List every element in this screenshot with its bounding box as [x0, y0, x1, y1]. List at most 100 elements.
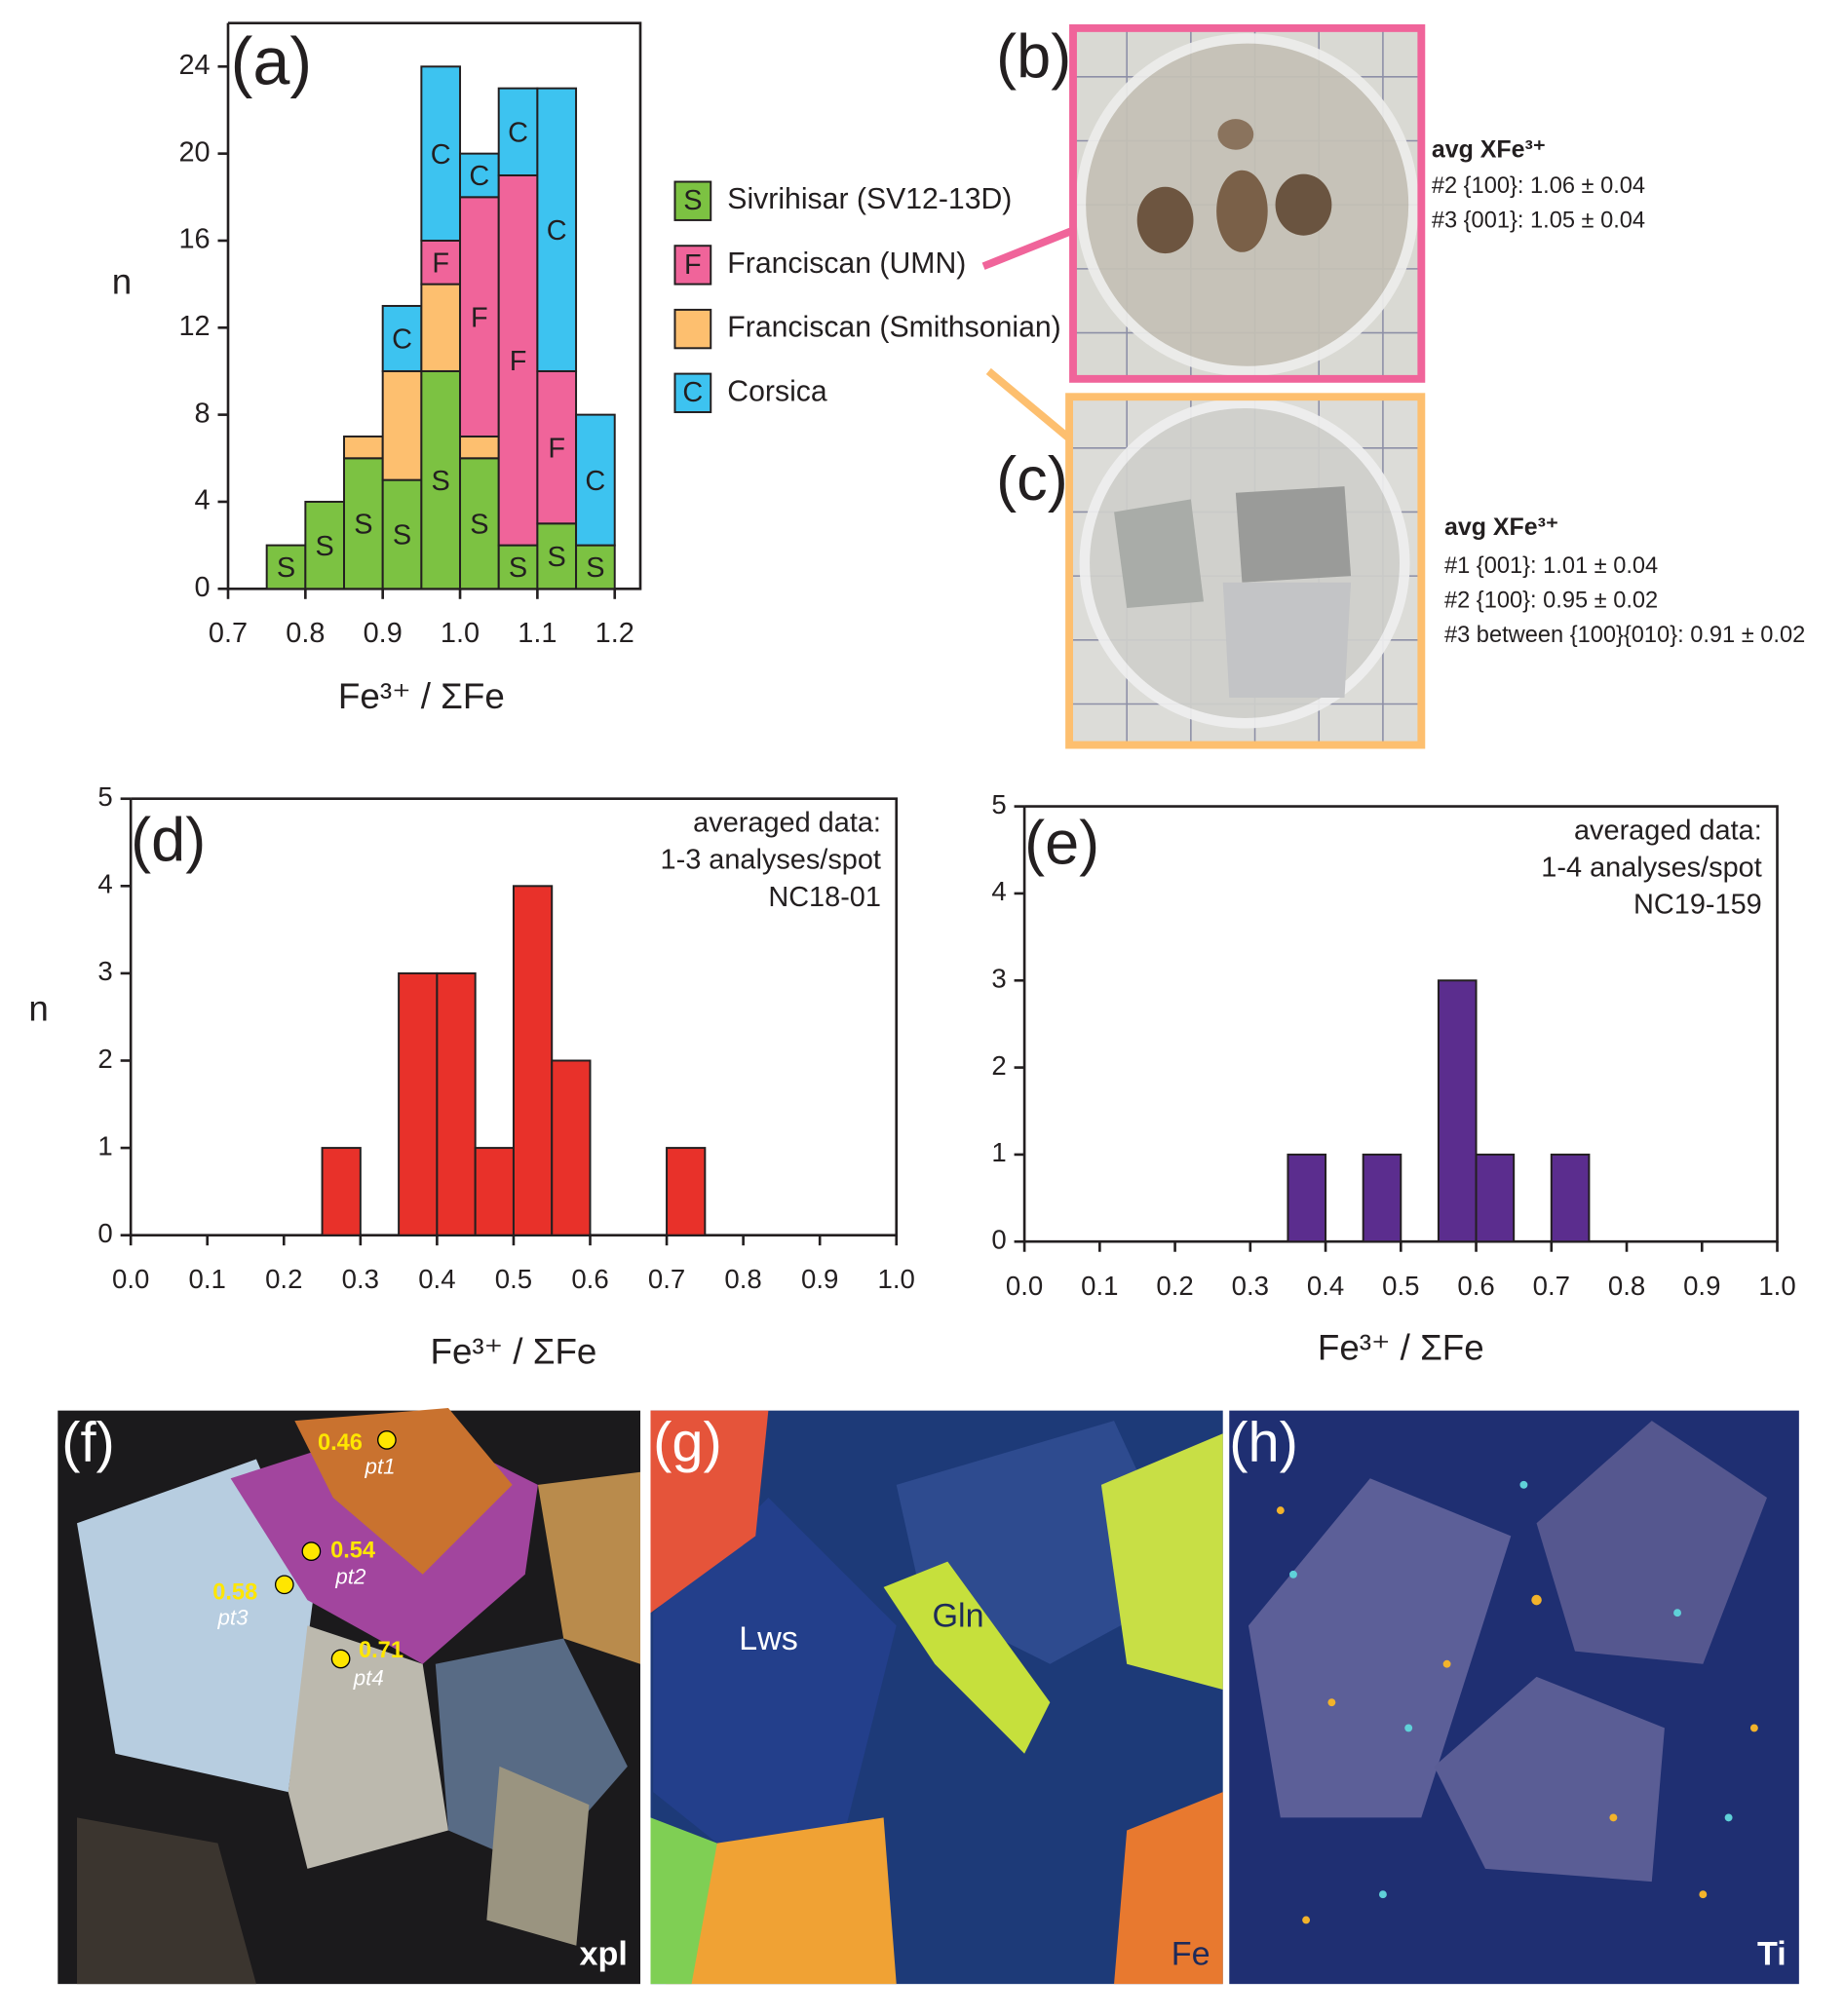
panel-label: (f) [61, 1412, 115, 1474]
map-f [58, 1408, 640, 1985]
panel-label: (d) [131, 807, 206, 875]
x-tick-label: 0.1 [1081, 1271, 1118, 1301]
bar [381, 478, 423, 590]
annotation: NC19-159 [1633, 890, 1762, 921]
x-tick-label: 0.6 [1457, 1271, 1494, 1301]
bar [459, 435, 500, 460]
bar [1475, 1153, 1516, 1243]
x-tick-label: 0.2 [1156, 1271, 1193, 1301]
annotation: 1-4 analyses/spot [1541, 853, 1761, 884]
bar [474, 1147, 515, 1236]
panel-label: (e) [1024, 809, 1099, 877]
bar-code: C [469, 161, 489, 192]
legend-label: Franciscan (UMN) [727, 247, 966, 280]
bar [459, 152, 500, 199]
bar [512, 885, 554, 1236]
y-tick-label: 16 [178, 224, 210, 255]
x-tick-label: 0.1 [189, 1264, 226, 1294]
annotation: NC18-01 [768, 882, 881, 913]
bar [398, 971, 439, 1236]
y-tick-label: 8 [195, 398, 211, 429]
y-tick-label: 1 [991, 1137, 1006, 1167]
bar-code: C [585, 466, 605, 497]
bar-code: S [316, 531, 334, 562]
bar-code: S [470, 510, 488, 541]
y-tick-label: 3 [991, 964, 1006, 994]
y-tick-label: 4 [195, 485, 211, 516]
bar [459, 196, 500, 437]
y-tick-label: 2 [991, 1050, 1006, 1081]
x-tick-label: 0.8 [286, 618, 325, 649]
x-tick-label: 1.0 [1758, 1271, 1795, 1301]
point-name: pt3 [216, 1606, 249, 1630]
x-tick-label: 0.7 [1533, 1271, 1570, 1301]
y-tick-label: 0 [195, 572, 211, 603]
bar-code: S [354, 510, 372, 541]
x-tick-label: 0.4 [418, 1264, 455, 1294]
y-tick-label: 12 [178, 311, 210, 342]
point-value: 0.71 [359, 1638, 403, 1663]
heading: avg XFe³⁺ [1444, 514, 1558, 541]
frame [226, 21, 642, 590]
line: #3 between {100}{010}: 0.91 ± 0.02 [1444, 623, 1805, 648]
bar [1362, 1153, 1402, 1243]
bar [1550, 1153, 1591, 1243]
connector [981, 226, 1075, 270]
bar [420, 369, 462, 590]
bar [436, 971, 477, 1236]
x-tick-label: 0.8 [724, 1264, 761, 1294]
line: #3 {001}: 1.05 ± 0.04 [1432, 209, 1645, 234]
bar-code: S [548, 542, 566, 573]
x-tick-label: 1.0 [441, 618, 480, 649]
bar-code: C [431, 139, 451, 171]
legend-swatch [673, 372, 712, 413]
bar-code: F [510, 346, 527, 377]
bar-code: S [277, 552, 295, 584]
x-tick-label: 0.3 [342, 1264, 379, 1294]
legend-swatch [673, 180, 712, 221]
point-value: 0.46 [318, 1430, 363, 1456]
bar [1287, 1153, 1327, 1243]
x-tick-label: 0.3 [1232, 1271, 1269, 1301]
photo-c [1065, 393, 1426, 749]
bar-code: S [586, 552, 604, 584]
map-h [1229, 1410, 1799, 1985]
y-tick-label: 4 [991, 876, 1006, 906]
line: #1 {001}: 1.01 ± 0.04 [1444, 553, 1658, 579]
x-tick-label: 0.7 [648, 1264, 685, 1294]
panel-label: (h) [1229, 1412, 1298, 1474]
x-axis-label: Fe³⁺ / ΣFe [431, 1332, 597, 1372]
connector [985, 367, 1076, 445]
x-tick-label: 0.0 [1006, 1271, 1043, 1301]
bar [343, 435, 384, 460]
bar [1437, 979, 1478, 1243]
legend-code: F [684, 249, 702, 281]
point-value: 0.54 [330, 1538, 376, 1563]
heading: avg XFe³⁺ [1432, 136, 1546, 164]
annotation: averaged data: [693, 808, 881, 839]
bar [551, 1059, 592, 1236]
corner-label: xpl [580, 1935, 628, 1972]
mineral-label: Gln [933, 1597, 984, 1634]
point-value: 0.58 [212, 1580, 257, 1606]
bar [575, 544, 616, 590]
bar [536, 369, 578, 525]
bar [666, 1147, 707, 1236]
x-tick-label: 0.8 [1608, 1271, 1645, 1301]
y-tick-label: 24 [178, 50, 210, 81]
bar-code: F [548, 433, 565, 464]
x-tick-label: 0.9 [1683, 1271, 1720, 1301]
map-g [650, 1410, 1223, 1985]
legend-label: Franciscan (Smithsonian) [727, 312, 1060, 344]
bar [381, 369, 423, 481]
x-tick-label: 0.5 [1382, 1271, 1419, 1301]
x-tick-label: 0.9 [364, 618, 403, 649]
bar [343, 457, 384, 590]
bar-code: S [509, 552, 527, 584]
frame [129, 797, 899, 1236]
point-name: pt4 [353, 1665, 384, 1690]
legend-label: Sivrihisar (SV12-13D) [727, 183, 1012, 215]
bar-code: C [547, 215, 567, 247]
x-tick-label: 0.5 [495, 1264, 532, 1294]
